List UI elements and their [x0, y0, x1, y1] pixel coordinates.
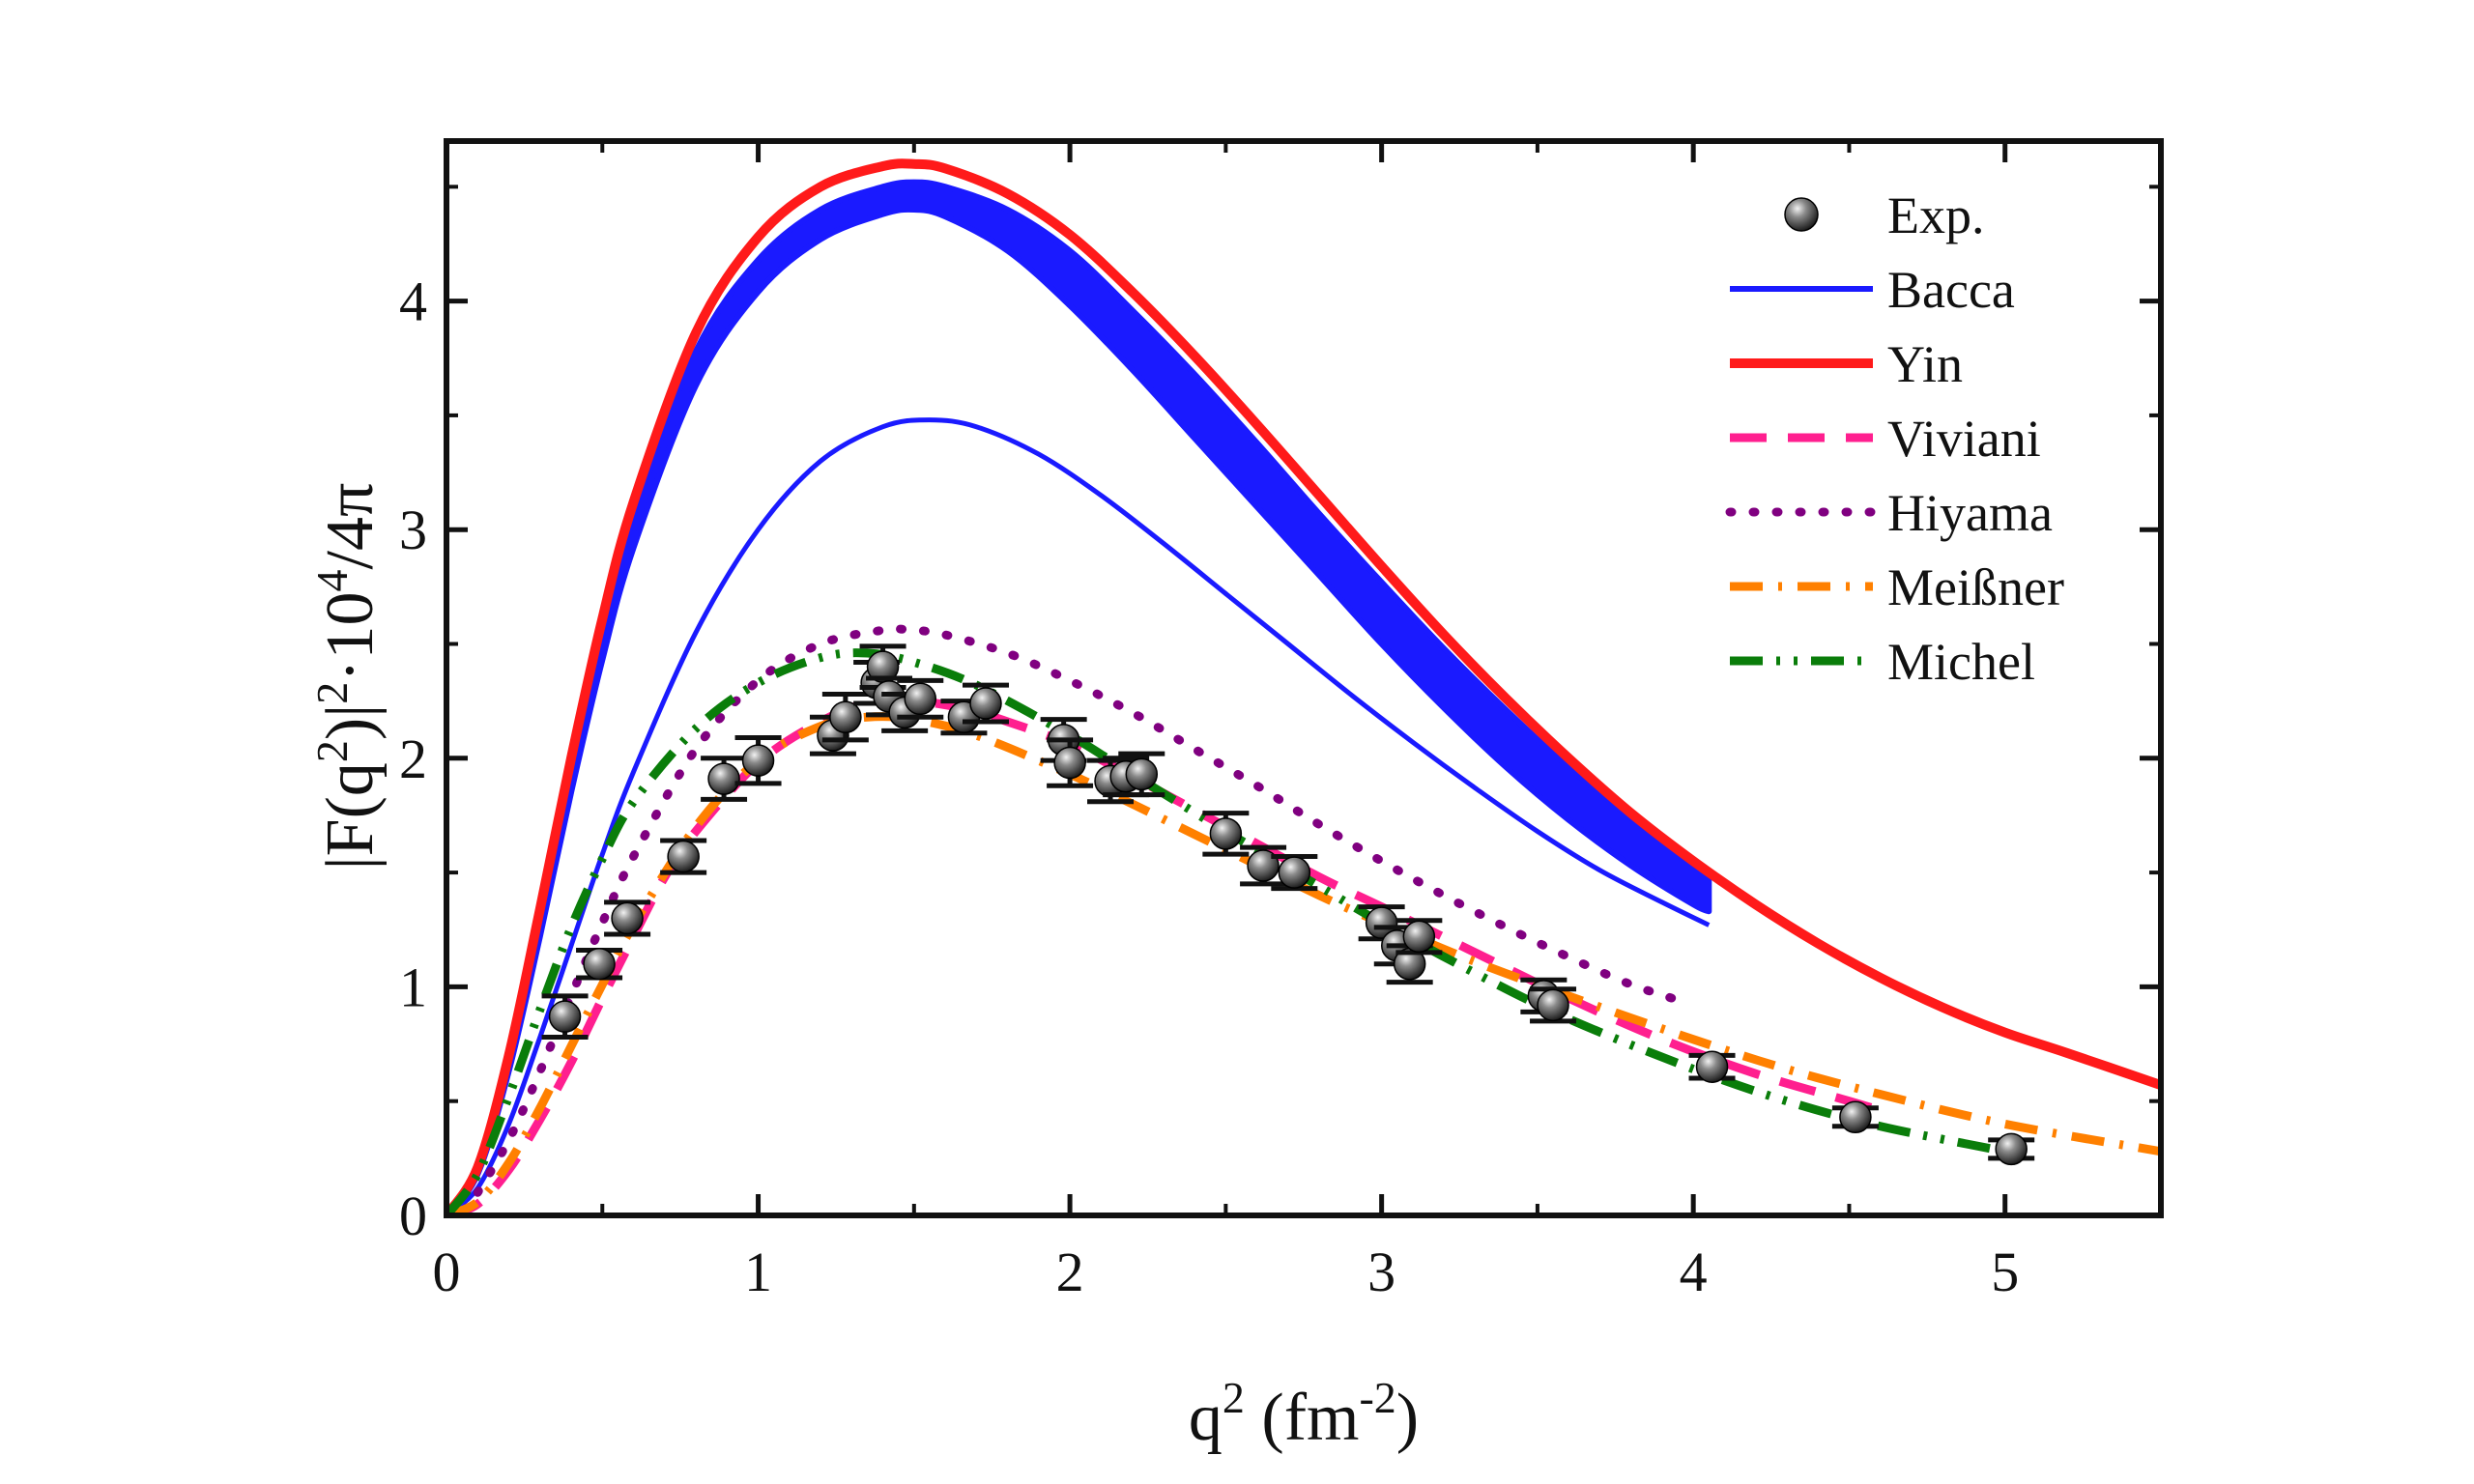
exp-marker — [707, 762, 740, 795]
legend-label-meissner: Meißner — [1887, 558, 2064, 616]
series-yin-line — [446, 158, 2161, 1215]
exp-marker — [583, 947, 616, 981]
y-tick-label: 0 — [399, 1184, 427, 1247]
x-tick-label: 5 — [1991, 1241, 2019, 1303]
exp-data-point — [660, 838, 707, 875]
y-axis-title-sup: 4 — [307, 569, 357, 591]
y-tick-label: 3 — [399, 499, 427, 561]
x-axis-title-part: (fm — [1245, 1381, 1360, 1455]
x-tick-label: 1 — [744, 1241, 772, 1303]
plot-area — [446, 158, 2161, 1215]
exp-marker — [1695, 1050, 1729, 1083]
x-tick-label: 0 — [433, 1241, 461, 1303]
exp-data-point — [1831, 1100, 1879, 1134]
y-axis-title-part: ·10 — [313, 591, 388, 681]
y-axis-title-part: /4π — [313, 483, 388, 570]
legend-item-yin: Yin — [1730, 335, 1963, 393]
plot-clip-group — [446, 158, 2161, 1215]
x-axis-title-part: ) — [1396, 1381, 1419, 1455]
exp-marker — [969, 687, 1002, 720]
exp-data-point — [1688, 1050, 1736, 1083]
legend-label-exp: Exp. — [1887, 186, 1985, 244]
legend-label-michel: Michel — [1887, 633, 2035, 691]
x-axis-title-sup: 2 — [1223, 1373, 1245, 1422]
legend-label-yin: Yin — [1887, 335, 1963, 393]
exp-data-point — [734, 735, 782, 786]
y-axis-title-part: |F(q — [313, 762, 388, 870]
exp-marker — [1278, 856, 1311, 889]
exp-data-point — [821, 692, 869, 743]
exp-marker — [548, 1000, 582, 1033]
exp-data-point — [1047, 737, 1094, 788]
legend-label-viviani: Viviani — [1887, 410, 2041, 468]
exp-data-point — [1395, 918, 1443, 956]
exp-data-point — [1271, 854, 1318, 892]
series-bacca-lower-curve-line — [446, 417, 1711, 1215]
y-axis-title-sup: 2 — [307, 740, 357, 762]
x-axis-title: q2 (fm-2) — [1189, 1373, 1419, 1455]
legend-label-bacca: Bacca — [1887, 261, 2015, 319]
exp-marker — [667, 840, 700, 873]
exp-data-point — [701, 756, 748, 802]
exp-marker — [611, 901, 644, 935]
exp-marker — [1125, 757, 1159, 791]
exp-data-point — [1202, 811, 1250, 857]
x-tick-label: 4 — [1680, 1241, 1708, 1303]
legend: Exp. Bacca Yin Viviani Hiyama Meißner Michel — [1725, 186, 2064, 691]
exp-data-point — [1530, 986, 1577, 1024]
y-axis-title-part: )| — [313, 704, 388, 740]
exp-data-point — [897, 677, 944, 720]
y-axis-title: |F(q2)|2·104/4π — [307, 483, 388, 870]
exp-data-point — [1118, 751, 1165, 798]
legend-item-michel: Michel — [1730, 633, 2035, 691]
exp-marker — [1247, 849, 1280, 882]
y-axis-title-sup: 2 — [307, 682, 357, 704]
exp-marker — [1053, 746, 1086, 780]
axes: 0 1 2 3 4 5 0 1 2 3 4 — [399, 138, 2164, 1303]
exp-data-point — [604, 899, 651, 937]
exp-marker — [1402, 920, 1436, 954]
exp-data-point — [963, 682, 1010, 725]
legend-marker-exp — [1784, 197, 1819, 232]
x-axis-title-sup: -2 — [1359, 1373, 1395, 1422]
legend-item-exp: Exp. — [1784, 186, 1985, 244]
legend-item-meissner: Meißner — [1730, 558, 2064, 616]
legend-item-hiyama: Hiyama — [1725, 484, 2053, 542]
y-tick-label: 4 — [399, 271, 427, 333]
exp-data-point — [1988, 1132, 2035, 1166]
legend-item-bacca: Bacca — [1730, 261, 2015, 319]
exp-marker — [1839, 1100, 1872, 1134]
exp-marker — [1537, 988, 1569, 1022]
exp-marker — [1209, 817, 1243, 850]
exp-marker — [904, 682, 937, 716]
legend-item-viviani: Viviani — [1730, 410, 2041, 468]
y-tick-label: 1 — [399, 956, 427, 1018]
exp-marker — [829, 700, 862, 733]
exp-marker — [1995, 1132, 2028, 1166]
plot-frame — [444, 138, 2164, 1218]
exp-data-point — [1240, 844, 1287, 887]
x-tick-label: 3 — [1367, 1241, 1395, 1303]
exp-marker — [741, 744, 775, 777]
legend-label-hiyama: Hiyama — [1887, 484, 2053, 542]
exp-data-point — [576, 947, 623, 981]
y-tick-label: 2 — [399, 728, 427, 790]
exp-data-point — [541, 993, 589, 1040]
x-axis-title-part: q — [1189, 1381, 1223, 1455]
x-tick-label: 2 — [1056, 1241, 1084, 1303]
